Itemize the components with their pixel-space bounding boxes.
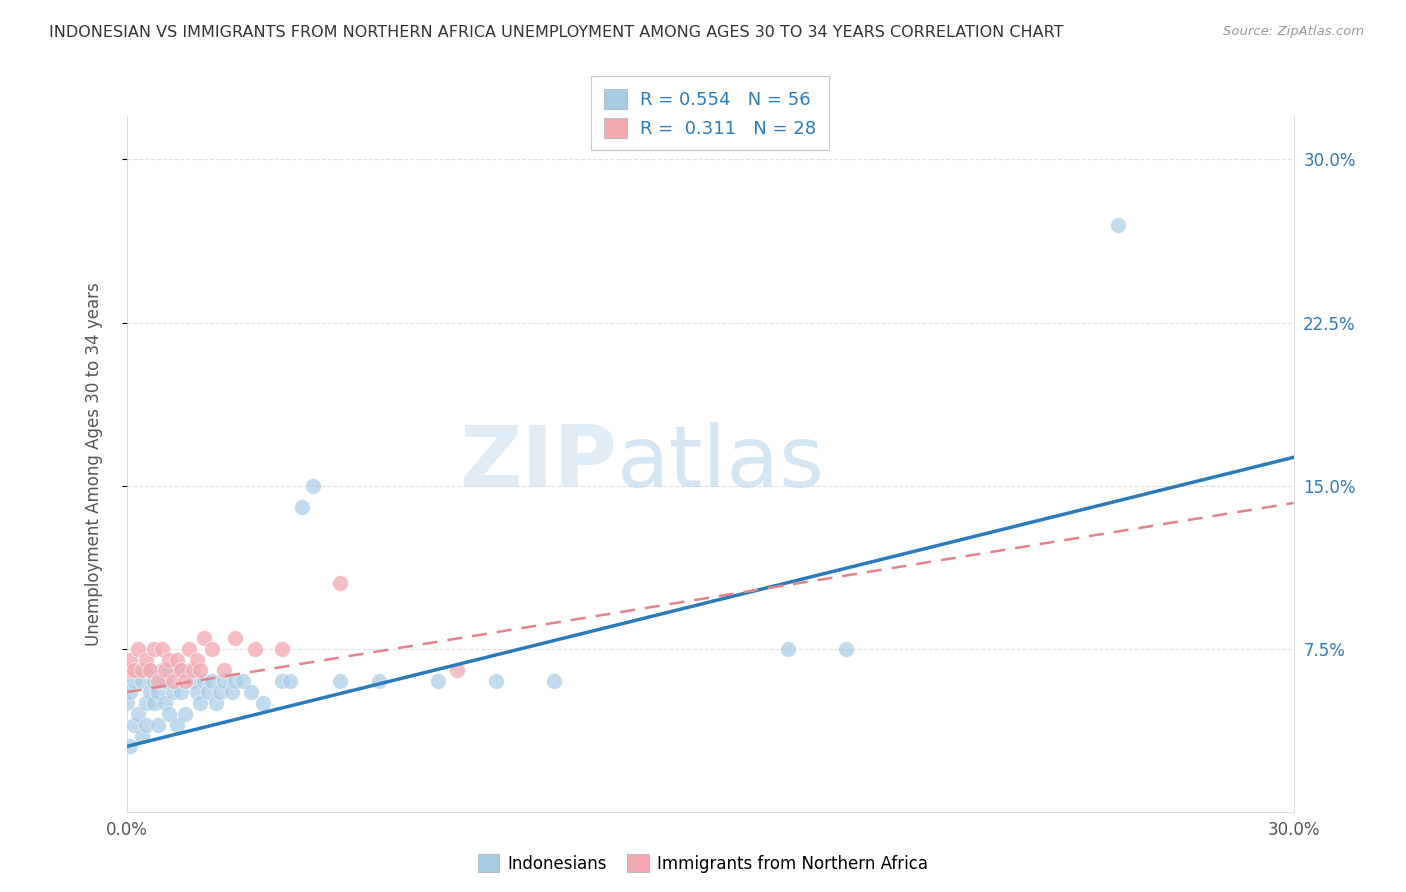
Indonesians: [146, 717, 169, 731]
Indonesians: [426, 674, 449, 689]
Indonesians: [271, 674, 294, 689]
Indonesians: [162, 685, 184, 699]
Indonesians: [135, 696, 157, 710]
Indonesians: [193, 674, 215, 689]
Indonesians: [197, 685, 219, 699]
Indonesians: [166, 717, 188, 731]
Immigrants from Northern Africa: [115, 664, 138, 678]
Immigrants from Northern Africa: [124, 664, 146, 678]
Indonesians: [142, 696, 165, 710]
Indonesians: [135, 717, 157, 731]
Indonesians: [190, 696, 212, 710]
Immigrants from Northern Africa: [329, 576, 352, 591]
Indonesians: [166, 664, 188, 678]
Indonesians: [221, 685, 243, 699]
Immigrants from Northern Africa: [139, 664, 162, 678]
Immigrants from Northern Africa: [157, 652, 180, 666]
Indonesians: [155, 674, 177, 689]
Indonesians: [142, 674, 165, 689]
Indonesians: [329, 674, 352, 689]
Immigrants from Northern Africa: [162, 674, 184, 689]
Indonesians: [139, 664, 162, 678]
Indonesians: [155, 696, 177, 710]
Immigrants from Northern Africa: [174, 674, 197, 689]
Indonesians: [835, 641, 858, 656]
Indonesians: [131, 729, 153, 743]
Indonesians: [205, 696, 228, 710]
Indonesians: [177, 664, 200, 678]
Indonesians: [139, 685, 162, 699]
Indonesians: [150, 674, 173, 689]
Immigrants from Northern Africa: [193, 631, 215, 645]
Indonesians: [157, 706, 180, 721]
Text: atlas: atlas: [617, 422, 825, 506]
Immigrants from Northern Africa: [212, 664, 235, 678]
Immigrants from Northern Africa: [120, 652, 142, 666]
Indonesians: [131, 674, 153, 689]
Immigrants from Northern Africa: [177, 641, 200, 656]
Immigrants from Northern Africa: [142, 641, 165, 656]
Immigrants from Northern Africa: [271, 641, 294, 656]
Indonesians: [240, 685, 263, 699]
Indonesians: [224, 674, 246, 689]
Indonesians: [124, 674, 146, 689]
Indonesians: [368, 674, 391, 689]
Immigrants from Northern Africa: [155, 664, 177, 678]
Immigrants from Northern Africa: [224, 631, 246, 645]
Indonesians: [181, 674, 204, 689]
Immigrants from Northern Africa: [446, 664, 468, 678]
Indonesians: [127, 664, 149, 678]
Indonesians: [290, 500, 312, 515]
Indonesians: [543, 674, 565, 689]
Immigrants from Northern Africa: [186, 652, 208, 666]
Immigrants from Northern Africa: [131, 664, 153, 678]
Immigrants from Northern Africa: [181, 664, 204, 678]
Indonesians: [302, 478, 325, 492]
Indonesians: [150, 664, 173, 678]
Immigrants from Northern Africa: [127, 641, 149, 656]
Indonesians: [208, 685, 231, 699]
Immigrants from Northern Africa: [146, 674, 169, 689]
Indonesians: [776, 641, 799, 656]
Immigrants from Northern Africa: [170, 664, 193, 678]
Immigrants from Northern Africa: [135, 652, 157, 666]
Indonesians: [170, 685, 193, 699]
Indonesians: [174, 706, 197, 721]
Text: ZIP: ZIP: [458, 422, 617, 506]
Indonesians: [120, 685, 142, 699]
Legend: Indonesians, Immigrants from Northern Africa: Indonesians, Immigrants from Northern Af…: [471, 847, 935, 880]
Indonesians: [212, 674, 235, 689]
Indonesians: [186, 685, 208, 699]
Text: INDONESIAN VS IMMIGRANTS FROM NORTHERN AFRICA UNEMPLOYMENT AMONG AGES 30 TO 34 Y: INDONESIAN VS IMMIGRANTS FROM NORTHERN A…: [49, 25, 1064, 40]
Indonesians: [124, 717, 146, 731]
Indonesians: [146, 685, 169, 699]
Immigrants from Northern Africa: [150, 641, 173, 656]
Indonesians: [485, 674, 508, 689]
Immigrants from Northern Africa: [166, 652, 188, 666]
Indonesians: [252, 696, 274, 710]
Indonesians: [278, 674, 301, 689]
Immigrants from Northern Africa: [243, 641, 266, 656]
Indonesians: [232, 674, 254, 689]
Immigrants from Northern Africa: [190, 664, 212, 678]
Immigrants from Northern Africa: [201, 641, 224, 656]
Indonesians: [201, 674, 224, 689]
Indonesians: [120, 739, 142, 754]
Legend: R = 0.554   N = 56, R =  0.311   N = 28: R = 0.554 N = 56, R = 0.311 N = 28: [592, 77, 828, 151]
Indonesians: [1108, 218, 1130, 232]
Indonesians: [135, 664, 157, 678]
Indonesians: [157, 664, 180, 678]
Text: Source: ZipAtlas.com: Source: ZipAtlas.com: [1223, 25, 1364, 38]
Y-axis label: Unemployment Among Ages 30 to 34 years: Unemployment Among Ages 30 to 34 years: [84, 282, 103, 646]
Indonesians: [127, 706, 149, 721]
Indonesians: [115, 696, 138, 710]
